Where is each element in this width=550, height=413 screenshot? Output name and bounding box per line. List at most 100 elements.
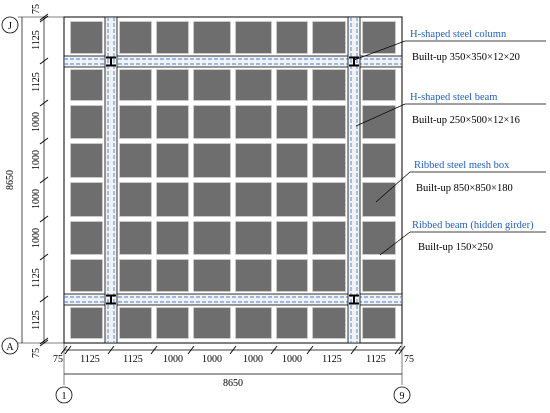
callout-column: H-shaped steel column Built-up 350×350×1… bbox=[353, 29, 546, 63]
ribbed-steel-mesh-box bbox=[193, 21, 231, 54]
ribbed-steel-mesh-box bbox=[235, 182, 272, 217]
ribbed-steel-mesh-box bbox=[276, 307, 308, 339]
ribbed-steel-mesh-box bbox=[119, 143, 152, 178]
callout-ribbed-beam: Ribbed beam (hidden girder) Built-up 150… bbox=[379, 220, 546, 256]
ribbed-steel-mesh-box bbox=[276, 69, 308, 101]
h-column-top-right bbox=[349, 56, 359, 67]
callout-mesh-box-spec: Built-up 850×850×180 bbox=[416, 183, 513, 194]
h-steel-columns bbox=[106, 56, 359, 305]
ribbed-steel-mesh-box bbox=[193, 221, 231, 255]
ribbed-steel-mesh-box bbox=[156, 143, 189, 178]
ribbed-steel-mesh-box bbox=[156, 21, 189, 54]
ribbed-steel-mesh-box bbox=[119, 259, 152, 292]
callout-mesh-box-title: Ribbed steel mesh box bbox=[414, 160, 510, 171]
vertical-dimension-label: 1000 bbox=[31, 189, 42, 209]
ribbed-steel-mesh-box bbox=[193, 143, 231, 178]
ribbed-steel-mesh-box bbox=[362, 21, 396, 54]
ribbed-steel-mesh-box bbox=[312, 182, 346, 217]
ribbed-steel-mesh-box bbox=[362, 143, 396, 178]
mesh-box-grid bbox=[70, 21, 396, 339]
vertical-dimension-label: 1125 bbox=[31, 72, 42, 92]
bottom-dimension-chain bbox=[60, 343, 406, 385]
ribbed-steel-mesh-box bbox=[362, 221, 396, 255]
horizontal-dimension-label: 1125 bbox=[123, 354, 143, 365]
vertical-dimension-label: 75 bbox=[31, 4, 42, 14]
ribbed-steel-mesh-box bbox=[119, 21, 152, 54]
ribbed-steel-mesh-box bbox=[70, 69, 103, 101]
ribbed-steel-mesh-box bbox=[70, 221, 103, 255]
h-steel-beam-left bbox=[104, 16, 118, 344]
callout-column-title: H-shaped steel column bbox=[410, 29, 507, 40]
ribbed-steel-mesh-box bbox=[235, 105, 272, 139]
ribbed-steel-mesh-box bbox=[119, 307, 152, 339]
callout-mesh-box: Ribbed steel mesh box Built-up 850×850×1… bbox=[375, 160, 546, 203]
ribbed-steel-mesh-box bbox=[312, 69, 346, 101]
axis-bubble-right: 9 bbox=[393, 386, 411, 404]
ribbed-steel-mesh-box bbox=[312, 143, 346, 178]
vertical-dimension-label: 1125 bbox=[31, 30, 42, 50]
ribbed-steel-mesh-box bbox=[312, 105, 346, 139]
horizontal-dimension-label: 1125 bbox=[80, 354, 100, 365]
horizontal-dimension-label: 1125 bbox=[366, 354, 386, 365]
ribbed-steel-mesh-box bbox=[119, 105, 152, 139]
ribbed-steel-mesh-box bbox=[70, 259, 103, 292]
ribbed-steel-mesh-box bbox=[276, 259, 308, 292]
ribbed-steel-mesh-box bbox=[193, 69, 231, 101]
axis-bubble-bottom: A bbox=[1, 337, 19, 355]
ribbed-steel-mesh-box bbox=[156, 259, 189, 292]
h-steel-beam-bottom bbox=[63, 293, 403, 306]
ribbed-steel-mesh-box bbox=[193, 182, 231, 217]
callout-beam: H-shaped steel beam Built-up 250×500×12×… bbox=[355, 92, 546, 127]
ribbed-steel-mesh-box bbox=[156, 221, 189, 255]
ribbed-steel-mesh-box bbox=[70, 105, 103, 139]
vertical-dimension-label: 1000 bbox=[31, 112, 42, 132]
ribbed-steel-mesh-box bbox=[156, 307, 189, 339]
horizontal-dimension-label: 75 bbox=[404, 354, 414, 365]
ribbed-steel-mesh-box bbox=[312, 221, 346, 255]
ribbed-steel-mesh-box bbox=[276, 105, 308, 139]
vertical-dimension-label: 75 bbox=[31, 348, 42, 358]
ribbed-steel-mesh-box bbox=[119, 69, 152, 101]
horizontal-dimension-label: 1000 bbox=[202, 354, 222, 365]
ribbed-steel-mesh-box bbox=[156, 105, 189, 139]
ribbed-steel-mesh-box bbox=[70, 143, 103, 178]
ribbed-steel-mesh-box bbox=[276, 221, 308, 255]
ribbed-steel-mesh-box bbox=[156, 182, 189, 217]
h-column-top-left bbox=[106, 56, 116, 67]
h-column-bottom-right bbox=[349, 294, 359, 305]
ribbed-steel-mesh-box bbox=[193, 105, 231, 139]
ribbed-steel-mesh-box bbox=[235, 307, 272, 339]
axis-bubble-top: J bbox=[1, 16, 19, 34]
ribbed-steel-mesh-box bbox=[362, 259, 396, 292]
ribbed-steel-mesh-box bbox=[235, 69, 272, 101]
overall-vertical-dimension: 8650 bbox=[5, 170, 16, 190]
ribbed-steel-mesh-box bbox=[235, 143, 272, 178]
h-steel-beam-top bbox=[63, 55, 403, 68]
h-column-bottom-left bbox=[106, 294, 116, 305]
ribbed-steel-mesh-box bbox=[235, 21, 272, 54]
vertical-dimension-label: 1125 bbox=[31, 268, 42, 288]
ribbed-steel-mesh-box bbox=[362, 69, 396, 101]
callout-beam-spec: Built-up 250×500×12×16 bbox=[412, 115, 520, 126]
ribbed-steel-mesh-box bbox=[276, 21, 308, 54]
vertical-dimension-label: 1125 bbox=[31, 310, 42, 330]
ribbed-steel-mesh-box bbox=[276, 182, 308, 217]
left-dimension-chain bbox=[18, 13, 64, 347]
ribbed-steel-mesh-box bbox=[70, 182, 103, 217]
horizontal-dimension-label: 75 bbox=[53, 354, 63, 365]
ribbed-steel-mesh-box bbox=[156, 69, 189, 101]
vertical-dimension-label: 1000 bbox=[31, 150, 42, 170]
ribbed-steel-mesh-box bbox=[235, 259, 272, 292]
ribbed-steel-mesh-box bbox=[235, 221, 272, 255]
ribbed-steel-mesh-box bbox=[119, 182, 152, 217]
axis-bubble-left: 1 bbox=[55, 386, 73, 404]
overall-horizontal-dimension: 8650 bbox=[223, 378, 243, 389]
horizontal-dimension-label: 1125 bbox=[322, 354, 342, 365]
horizontal-dimension-label: 1000 bbox=[163, 354, 183, 365]
svg-text:A: A bbox=[6, 342, 14, 353]
horizontal-dimension-label: 1000 bbox=[243, 354, 263, 365]
ribbed-steel-mesh-box bbox=[362, 307, 396, 339]
callout-beam-title: H-shaped steel beam bbox=[410, 92, 497, 103]
ribbed-steel-mesh-box bbox=[312, 21, 346, 54]
